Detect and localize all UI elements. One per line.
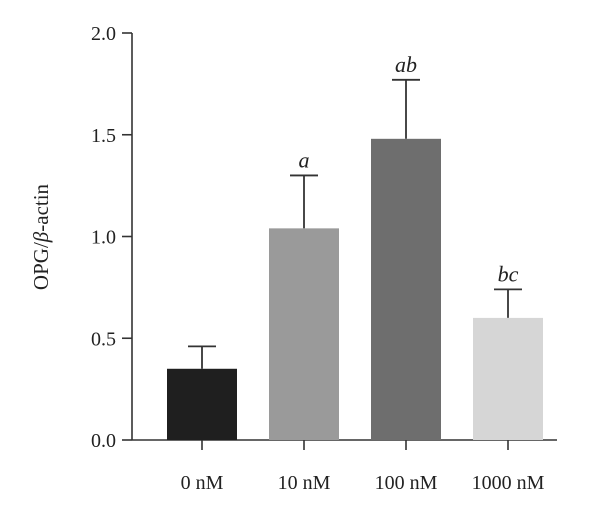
y-axis-label-symbol: β xyxy=(29,231,53,243)
bar xyxy=(167,368,237,440)
y-tick-label: 1.0 xyxy=(91,227,116,249)
x-tick-label: 0 nM xyxy=(181,472,224,494)
y-tick-label: 0.0 xyxy=(91,430,116,452)
plot-area: 0.0 0.5 1.0 1.5 2.0 0 nM 10 nM a 100 nM ab 1000 nM… xyxy=(91,23,557,494)
bar xyxy=(473,317,543,440)
y-axis-label: OPG/β-actin xyxy=(29,183,53,290)
y-axis-label-prefix: OPG/ xyxy=(29,242,53,290)
y-tick-label: 1.5 xyxy=(91,125,116,147)
x-tick-label: 100 nM xyxy=(375,472,438,494)
bar xyxy=(371,138,441,440)
y-axis-label-suffix: -actin xyxy=(29,183,53,231)
significance-label: ab xyxy=(395,52,417,77)
bar xyxy=(269,228,339,440)
y-tick-label: 2.0 xyxy=(91,23,116,45)
y-tick-label: 0.5 xyxy=(91,328,116,350)
x-tick-label: 10 nM xyxy=(278,472,331,494)
significance-label: a xyxy=(299,147,310,172)
x-tick-label: 1000 nM xyxy=(472,472,545,494)
significance-label: bc xyxy=(498,261,519,286)
